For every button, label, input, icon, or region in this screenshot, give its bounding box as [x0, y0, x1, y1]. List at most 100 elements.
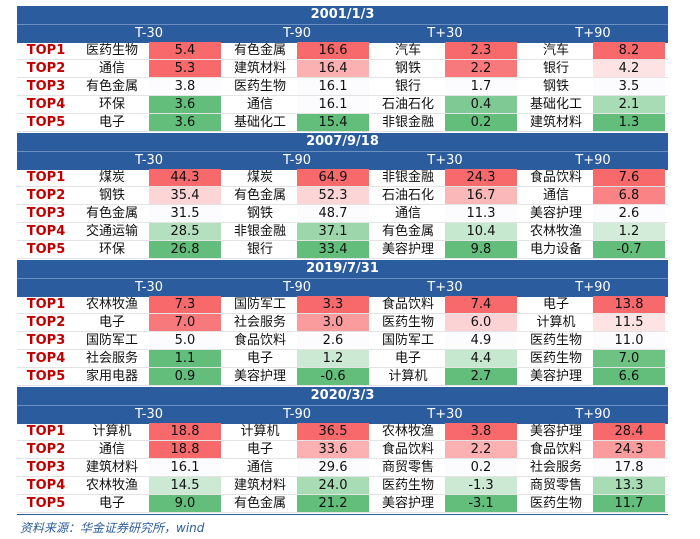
industry: 基础化工: [529, 97, 582, 112]
value-cell: 37.1: [297, 223, 369, 240]
rank-label: TOP5: [26, 242, 66, 257]
table: 2001/1/3 T-30 T-90 T+30 T+90 TOP1 医药生物 5.4 有色金属 1…: [17, 6, 668, 514]
value-cell: 24.0: [297, 477, 369, 494]
industry: 汽车: [542, 43, 569, 58]
row-separator: [17, 95, 668, 96]
rank-label: TOP5: [26, 115, 66, 130]
value-cell: 3.8: [149, 78, 221, 95]
value-cell: 9.0: [149, 495, 221, 512]
industry: 银行: [542, 61, 569, 76]
industry: 电子: [98, 315, 125, 330]
rank-label: TOP2: [26, 442, 66, 457]
rank-label: TOP4: [26, 224, 66, 239]
value-cell: 0.2: [445, 459, 517, 476]
rank-label: TOP2: [26, 188, 66, 203]
industry: 食品饮料: [233, 333, 286, 348]
value-cell: 13.8: [593, 296, 665, 313]
rank-label: TOP1: [26, 424, 66, 439]
value-cell: 10.4: [445, 223, 517, 240]
row-separator: [17, 331, 668, 332]
date-header: 2019/7/31: [17, 260, 668, 278]
industry: 计算机: [388, 369, 428, 384]
industry: 通信: [542, 188, 569, 203]
value-cell: 11.7: [593, 495, 665, 512]
value-cell: 16.1: [297, 96, 369, 113]
rank-label: TOP3: [26, 333, 66, 348]
value-cell: 7.6: [593, 169, 665, 186]
industry: 有色金属: [233, 496, 286, 511]
industry: 电子: [394, 351, 421, 366]
industry: 美容护理: [529, 206, 582, 221]
value-cell: -3.1: [445, 495, 517, 512]
value-cell: 8.2: [593, 42, 665, 59]
footer-line: [17, 514, 668, 515]
row-separator: [17, 258, 668, 259]
industry: 有色金属: [233, 188, 286, 203]
industry: 美容护理: [529, 369, 582, 384]
rank-label: TOP5: [26, 496, 66, 511]
column-header: T+90: [575, 26, 611, 41]
date-header: 2007/9/18: [17, 133, 668, 151]
industry: 计算机: [536, 315, 576, 330]
value-cell: 21.2: [297, 495, 369, 512]
value-cell: 1.2: [593, 223, 665, 240]
industry: 美容护理: [381, 242, 434, 257]
row-separator: [17, 131, 668, 132]
row-separator: [17, 113, 668, 114]
row-separator: [17, 349, 668, 350]
industry: 建筑材料: [233, 61, 286, 76]
rank-label: TOP4: [26, 351, 66, 366]
value-cell: 0.4: [445, 96, 517, 113]
column-header-row: T-30 T-90 T+30 T+90: [17, 24, 668, 43]
industry: 环保: [98, 242, 125, 257]
row-separator: [17, 494, 668, 495]
column-header: T-90: [283, 153, 311, 168]
industry: 医药生物: [381, 478, 434, 493]
column-header-row: T-30 T-90 T+30 T+90: [17, 278, 668, 297]
row-separator: [17, 186, 668, 187]
industry: 国防军工: [85, 333, 138, 348]
value-cell: 33.4: [297, 241, 369, 258]
column-header: T-30: [135, 153, 163, 168]
value-cell: 11.5: [593, 314, 665, 331]
value-cell: -0.6: [297, 368, 369, 385]
industry: 食品饮料: [381, 442, 434, 457]
value-cell: 5.3: [149, 60, 221, 77]
rank-label: TOP5: [26, 369, 66, 384]
industry: 建筑材料: [85, 460, 138, 475]
column-header-row: T-30 T-90 T+30 T+90: [17, 405, 668, 424]
industry: 非银金融: [381, 115, 434, 130]
column-header: T-90: [283, 26, 311, 41]
industry: 银行: [246, 242, 273, 257]
industry: 社会服务: [85, 351, 138, 366]
industry: 通信: [246, 460, 273, 475]
column-header: T+30: [427, 280, 463, 295]
industry: 通信: [246, 97, 273, 112]
value-cell: 5.4: [149, 42, 221, 59]
value-cell: 64.9: [297, 169, 369, 186]
industry: 家用电器: [85, 369, 138, 384]
industry: 有色金属: [85, 79, 138, 94]
column-header: T-90: [283, 280, 311, 295]
industry: 钢铁: [542, 79, 569, 94]
value-cell: 15.4: [297, 114, 369, 131]
industry: 通信: [98, 442, 125, 457]
industry: 汽车: [394, 43, 421, 58]
value-cell: 52.3: [297, 187, 369, 204]
value-cell: 31.5: [149, 205, 221, 222]
rank-label: TOP1: [26, 43, 66, 58]
industry: 基础化工: [233, 115, 286, 130]
value-cell: 6.0: [445, 314, 517, 331]
rank-label: TOP2: [26, 315, 66, 330]
industry: 电子: [542, 297, 569, 312]
value-cell: 3.8: [445, 423, 517, 440]
industry: 有色金属: [85, 206, 138, 221]
value-cell: 4.9: [445, 332, 517, 349]
value-cell: 5.0: [149, 332, 221, 349]
value-cell: 3.3: [297, 296, 369, 313]
value-cell: 0.2: [445, 114, 517, 131]
industry: 非银金融: [381, 170, 434, 185]
value-cell: 13.3: [593, 477, 665, 494]
value-cell: 24.3: [593, 441, 665, 458]
row-separator: [17, 440, 668, 441]
